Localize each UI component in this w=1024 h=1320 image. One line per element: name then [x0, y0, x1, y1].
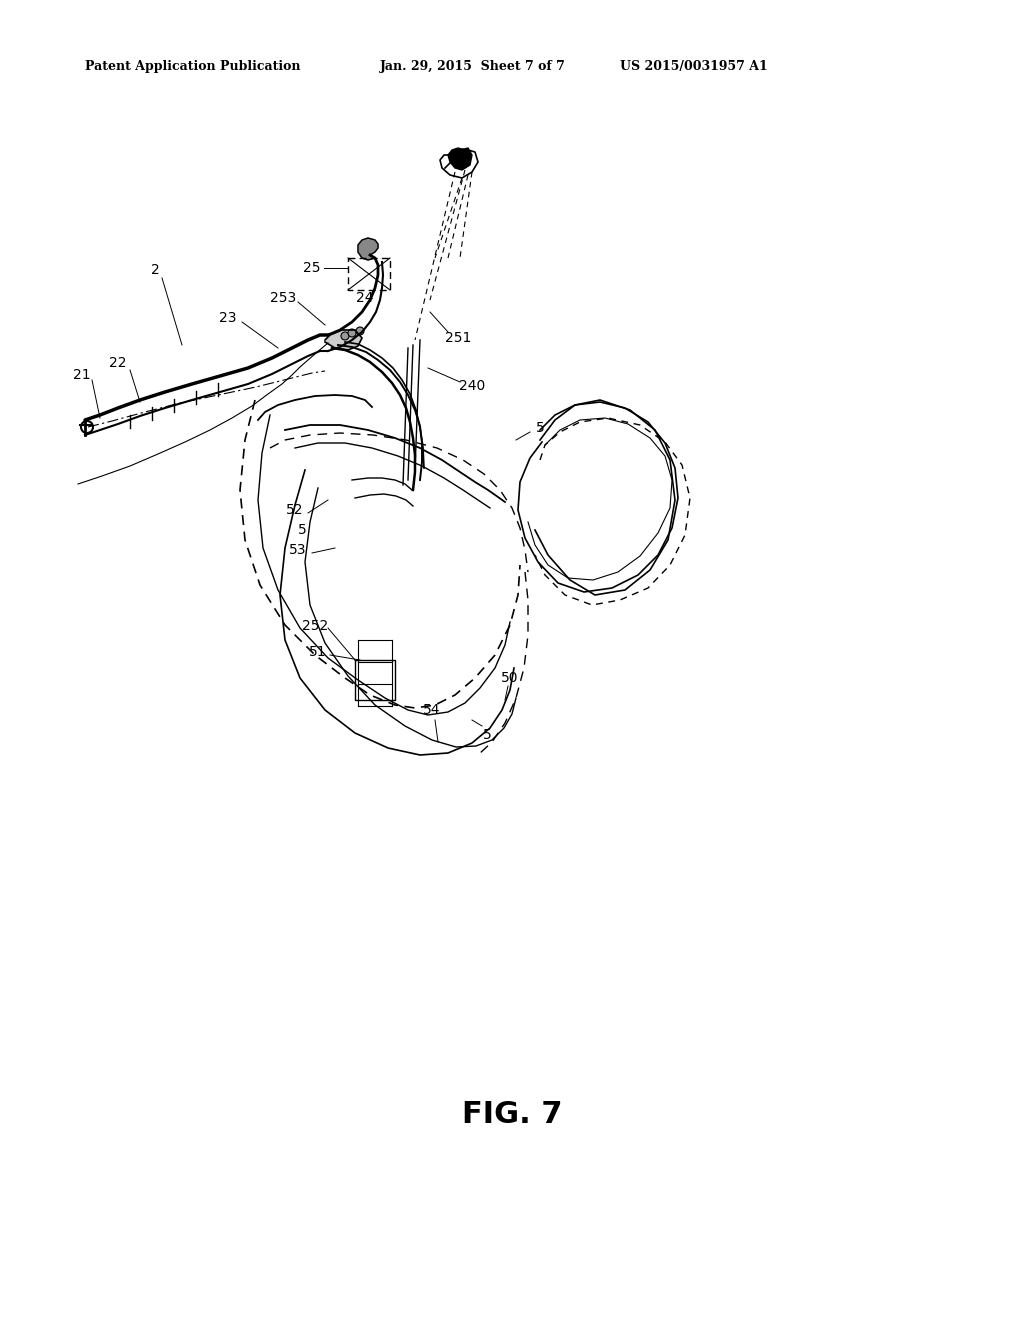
Polygon shape — [325, 330, 362, 350]
Text: 5: 5 — [298, 523, 306, 537]
Text: 51: 51 — [309, 645, 327, 659]
Text: US 2015/0031957 A1: US 2015/0031957 A1 — [620, 59, 768, 73]
Text: Jan. 29, 2015  Sheet 7 of 7: Jan. 29, 2015 Sheet 7 of 7 — [380, 59, 566, 73]
Polygon shape — [449, 148, 472, 170]
Text: Patent Application Publication: Patent Application Publication — [85, 59, 300, 73]
Text: 24: 24 — [356, 290, 374, 305]
Text: 5: 5 — [536, 421, 545, 436]
Text: 21: 21 — [73, 368, 91, 381]
Text: 2: 2 — [151, 263, 160, 277]
Text: 54: 54 — [423, 704, 440, 717]
Circle shape — [356, 327, 364, 335]
Text: 25: 25 — [303, 261, 321, 275]
Text: 252: 252 — [302, 619, 328, 634]
Text: 5: 5 — [482, 729, 492, 742]
Text: 53: 53 — [289, 543, 307, 557]
Circle shape — [341, 333, 349, 341]
Text: 251: 251 — [444, 331, 471, 345]
Text: 22: 22 — [110, 356, 127, 370]
Text: FIG. 7: FIG. 7 — [462, 1100, 562, 1129]
Text: 50: 50 — [502, 671, 519, 685]
Polygon shape — [358, 238, 378, 260]
Circle shape — [348, 329, 356, 337]
Text: 253: 253 — [270, 290, 296, 305]
Text: 52: 52 — [287, 503, 304, 517]
Text: 23: 23 — [219, 312, 237, 325]
Text: 240: 240 — [459, 379, 485, 393]
